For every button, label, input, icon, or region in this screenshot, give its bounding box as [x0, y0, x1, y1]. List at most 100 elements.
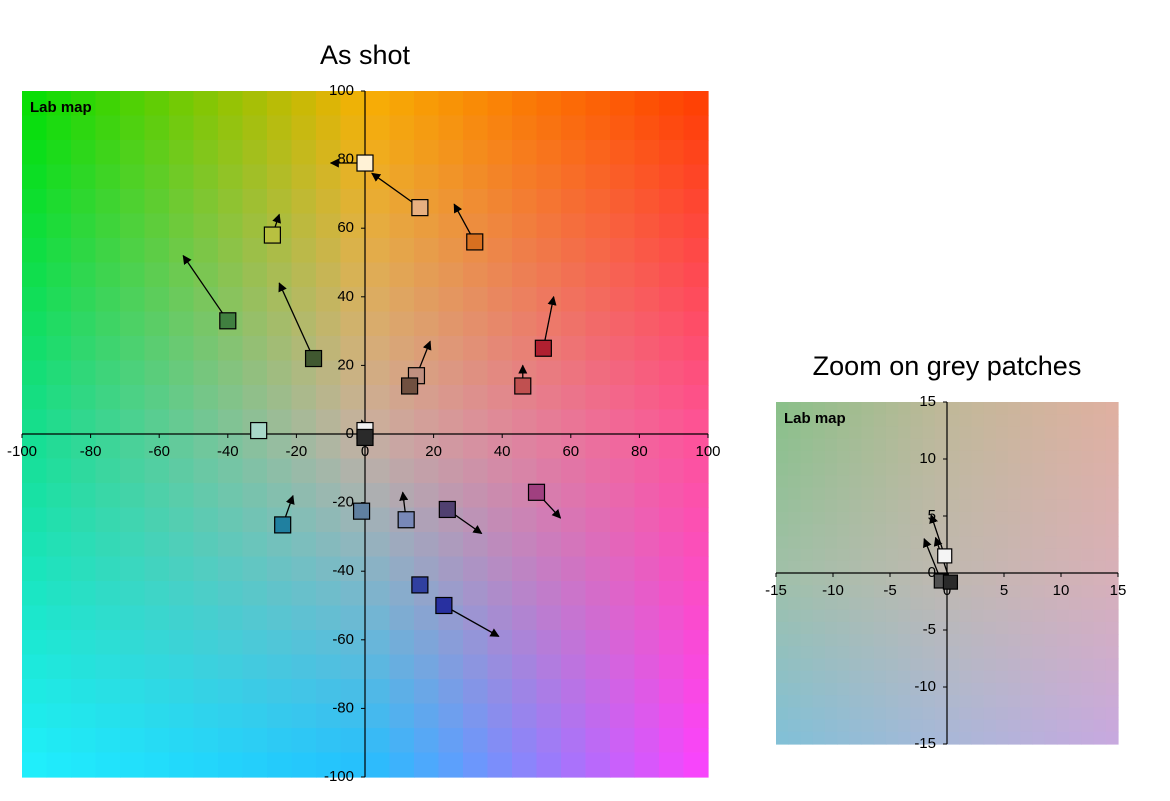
background-cell — [971, 646, 985, 660]
x-tick-label: 10 — [1053, 582, 1070, 599]
background-cell — [776, 426, 789, 440]
background-cell — [169, 140, 195, 166]
background-cell — [812, 670, 826, 684]
background-cell — [959, 560, 973, 574]
background-cell — [585, 409, 611, 435]
background-cell — [242, 752, 268, 778]
background-cell — [898, 682, 911, 696]
background-cell — [242, 262, 268, 288]
background-cell — [512, 140, 538, 166]
background-cell — [1044, 524, 1058, 537]
background-cell — [659, 287, 685, 313]
background-cell — [1081, 695, 1095, 708]
background-cell — [316, 458, 342, 484]
background-cell — [1056, 658, 1070, 672]
background-cell — [610, 115, 636, 141]
background-cell — [849, 634, 863, 647]
background-cell — [1081, 499, 1095, 513]
background-cell — [983, 438, 997, 452]
background-cell — [1056, 719, 1070, 733]
background-cell — [291, 287, 317, 313]
background-cell — [365, 532, 391, 558]
background-cell — [120, 360, 146, 386]
background-cell — [561, 336, 587, 362]
background-cell — [169, 115, 195, 141]
background-cell — [1081, 463, 1095, 476]
background-cell — [414, 91, 440, 117]
background-cell — [463, 164, 489, 190]
background-cell — [824, 695, 838, 708]
background-cell — [414, 728, 440, 754]
background-cell — [849, 463, 863, 476]
background-cell — [585, 507, 611, 533]
background-cell — [1093, 609, 1107, 623]
background-cell — [995, 560, 1009, 574]
background-cell — [414, 238, 440, 264]
background-cell — [861, 573, 875, 586]
background-cell — [1105, 585, 1119, 599]
background-cell — [144, 728, 170, 754]
background-cell — [1020, 487, 1034, 501]
background-cell — [242, 703, 268, 729]
background-cell — [873, 670, 887, 684]
background-cell — [959, 597, 973, 611]
background-cell — [22, 483, 48, 509]
background-cell — [873, 719, 887, 733]
shift-arrow — [443, 604, 500, 637]
background-cell — [487, 336, 513, 362]
background-cell — [242, 507, 268, 533]
background-cell — [389, 703, 415, 729]
background-cell — [71, 679, 97, 705]
background-cell — [659, 409, 685, 435]
patch — [438, 500, 456, 519]
y-tick-label: -100 — [324, 768, 354, 785]
background-cell — [885, 609, 899, 623]
background-cell — [487, 630, 513, 656]
background-cell — [947, 487, 960, 501]
shift-arrow — [182, 254, 229, 322]
background-cell — [800, 658, 814, 672]
patch — [250, 421, 268, 440]
background-cell — [144, 262, 170, 288]
background-cell — [885, 475, 899, 489]
background-cell — [22, 458, 48, 484]
background-cell — [585, 311, 611, 337]
background-cell — [610, 654, 636, 680]
background-cell — [1044, 487, 1058, 501]
background-cell — [885, 536, 899, 550]
background-cell — [267, 679, 293, 705]
background-cell — [659, 385, 685, 411]
background-cell — [1044, 560, 1058, 574]
background-cell — [512, 115, 538, 141]
background-cell — [46, 238, 72, 264]
background-cell — [438, 311, 464, 337]
background-cell — [983, 487, 997, 501]
background-cell — [463, 434, 489, 460]
background-cell — [800, 646, 814, 660]
background-cell — [922, 475, 936, 489]
background-cell — [1008, 414, 1021, 428]
background-cell — [438, 262, 464, 288]
background-cell — [512, 409, 538, 435]
background-cell — [934, 487, 948, 501]
background-cell — [389, 556, 415, 582]
background-cell — [1081, 719, 1095, 733]
background-cell — [849, 719, 863, 733]
background-cell — [959, 719, 973, 733]
background-cell — [169, 654, 195, 680]
background-cell — [922, 402, 936, 415]
background-cell — [340, 654, 366, 680]
background-cell — [849, 511, 863, 525]
background-cell — [800, 438, 814, 452]
background-cell — [1020, 719, 1034, 733]
background-cell — [861, 731, 875, 745]
background-cell — [800, 621, 814, 635]
background-cell — [971, 585, 985, 599]
background-cell — [1008, 463, 1021, 476]
background-cell — [316, 238, 342, 264]
background-cell — [776, 621, 789, 635]
background-cell — [910, 475, 924, 489]
background-cell — [1032, 499, 1046, 513]
background-cell — [536, 213, 562, 239]
background-cell — [634, 532, 660, 558]
